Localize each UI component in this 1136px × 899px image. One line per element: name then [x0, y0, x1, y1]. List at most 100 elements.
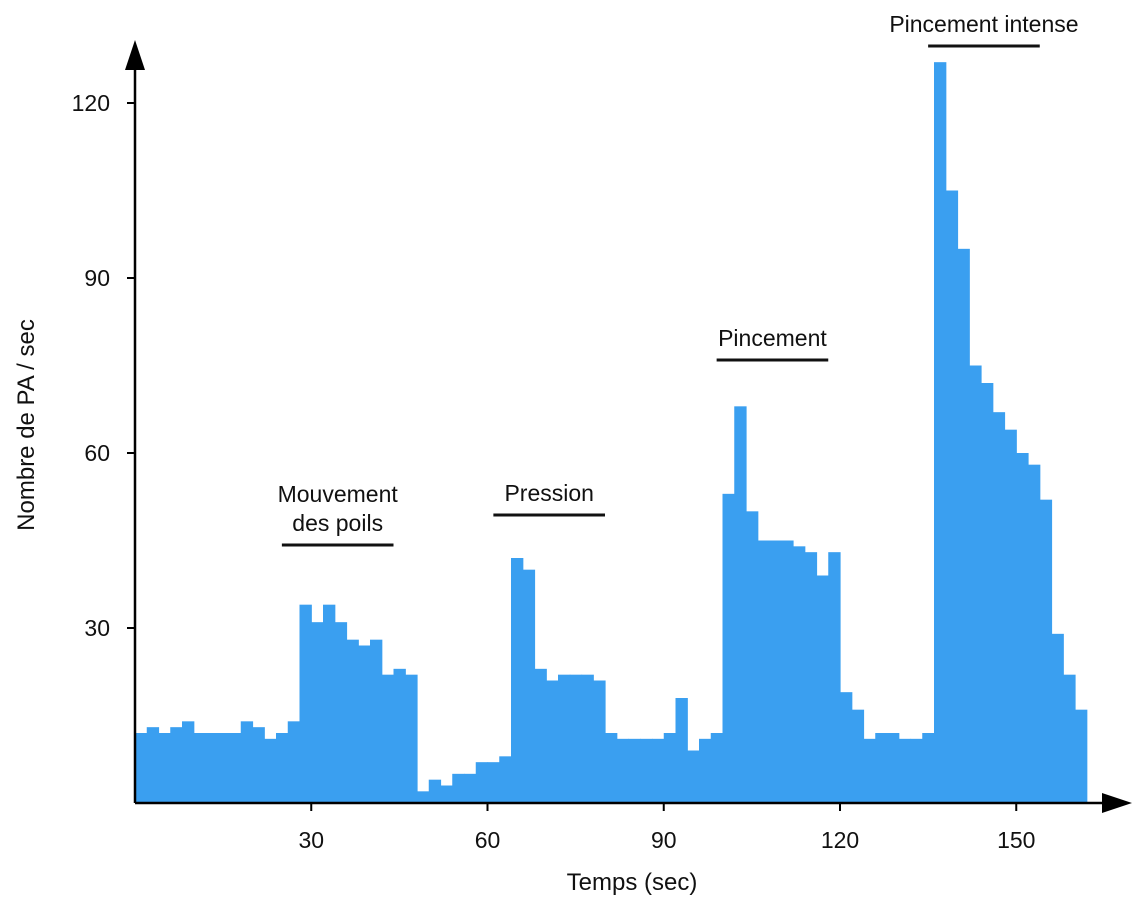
stimulus-label: Pression [504, 480, 593, 506]
x-tick-label: 150 [997, 827, 1035, 853]
histogram-bar [875, 733, 888, 803]
histogram-bar [205, 733, 218, 803]
x-tick-label: 30 [298, 827, 324, 853]
histogram-bar [475, 762, 489, 803]
histogram-bar [769, 540, 782, 803]
histogram-bar [675, 698, 688, 803]
histogram-bar [710, 733, 724, 803]
histogram-bar [558, 674, 571, 803]
histogram-bar [569, 674, 583, 803]
stimulus-label: Mouvement [278, 481, 399, 507]
histogram-bar [1016, 453, 1029, 803]
x-tick-label: 90 [651, 827, 677, 853]
histogram-bar [593, 680, 606, 803]
histogram-bar [452, 773, 465, 803]
y-tick-label: 60 [84, 440, 110, 466]
histogram-bar [464, 773, 477, 803]
histogram-bar [1075, 709, 1088, 803]
histogram-bar [440, 785, 453, 803]
histogram-bar [863, 738, 876, 803]
y-axis-title: Nombre de PA / sec [13, 319, 40, 531]
histogram-bar [546, 680, 559, 803]
histogram-bar [135, 733, 148, 803]
histogram-bar [264, 738, 277, 803]
annotations: Mouvement des poils Pression Pincement Pince… [278, 11, 1079, 547]
histogram-bar [276, 733, 289, 803]
histogram-bar [887, 733, 900, 803]
histogram-bar [370, 639, 383, 803]
histogram-bar [757, 540, 771, 803]
x-ticks: 30 60 90 120 150 [298, 803, 1035, 853]
histogram-bar [722, 493, 735, 803]
histogram-bar [734, 406, 747, 803]
x-axis-title: Temps (sec) [567, 869, 698, 896]
histogram-bar [616, 738, 630, 803]
histogram-bar [217, 733, 230, 803]
histogram-bar [652, 738, 665, 803]
histogram-bar [522, 569, 536, 803]
histogram-bar [781, 540, 794, 803]
histogram-bar [746, 511, 759, 803]
histogram-bar [1051, 633, 1064, 803]
histogram-bar [499, 756, 512, 803]
histogram-bar [299, 604, 312, 803]
histogram-bar [628, 738, 641, 803]
histogram-bar [981, 383, 994, 803]
stimulus-label: des poils [292, 510, 383, 536]
histogram-bar [640, 738, 653, 803]
histogram-bar [957, 248, 970, 803]
histogram-bar [405, 674, 418, 803]
histogram-bar [581, 674, 594, 803]
histogram-bar [358, 645, 371, 803]
histogram-bar [1039, 499, 1053, 803]
histogram-bar [240, 721, 254, 803]
histogram-bar [311, 622, 324, 803]
stimulus-label: Pincement intense [889, 11, 1078, 37]
histogram-bar [1028, 464, 1041, 803]
x-tick-label: 120 [821, 827, 859, 853]
histogram-bar [910, 738, 923, 803]
x-tick-label: 60 [475, 827, 501, 853]
x-axis-arrowhead [1102, 793, 1132, 813]
histogram-bar [252, 727, 265, 803]
histogram-bar [699, 738, 712, 803]
histogram-bar [840, 692, 853, 803]
histogram-bar [487, 762, 500, 803]
histogram-bar [287, 721, 301, 803]
histogram-bar [922, 733, 935, 803]
histogram-bar [687, 750, 700, 803]
histogram-bar [934, 62, 947, 804]
histogram-bar [992, 412, 1006, 803]
histogram-bar [898, 738, 912, 803]
histogram-bar [158, 733, 171, 803]
histogram-bar [182, 721, 195, 803]
histogram-bar [146, 727, 160, 803]
histogram-bar [534, 668, 547, 803]
histogram-bar [1063, 674, 1076, 803]
histogram-bar [511, 558, 524, 803]
histogram-bar [346, 639, 359, 803]
histogram-bar [851, 709, 865, 803]
histogram-bar [334, 622, 348, 803]
histogram-bar [1004, 429, 1017, 803]
plot-area [135, 62, 1088, 804]
y-ticks: 30 60 90 120 [72, 90, 135, 641]
histogram-bar [417, 791, 430, 803]
histogram-bar [663, 733, 677, 803]
y-axis-arrowhead [125, 40, 145, 70]
histogram-bar [816, 575, 829, 803]
y-tick-label: 30 [84, 615, 110, 641]
axes [125, 40, 1132, 813]
histogram-bar [793, 546, 806, 803]
y-tick-label: 120 [72, 90, 110, 116]
stimulus-label: Pincement [718, 325, 827, 351]
histogram-bar [229, 733, 242, 803]
y-tick-label: 90 [84, 265, 110, 291]
histogram-bar [193, 733, 207, 803]
histogram-bar [393, 668, 406, 803]
histogram-bar [828, 552, 841, 803]
histogram-bar [969, 365, 982, 803]
histogram-bar [605, 733, 618, 803]
histogram-bar [323, 604, 336, 803]
histogram-bar [428, 779, 442, 803]
